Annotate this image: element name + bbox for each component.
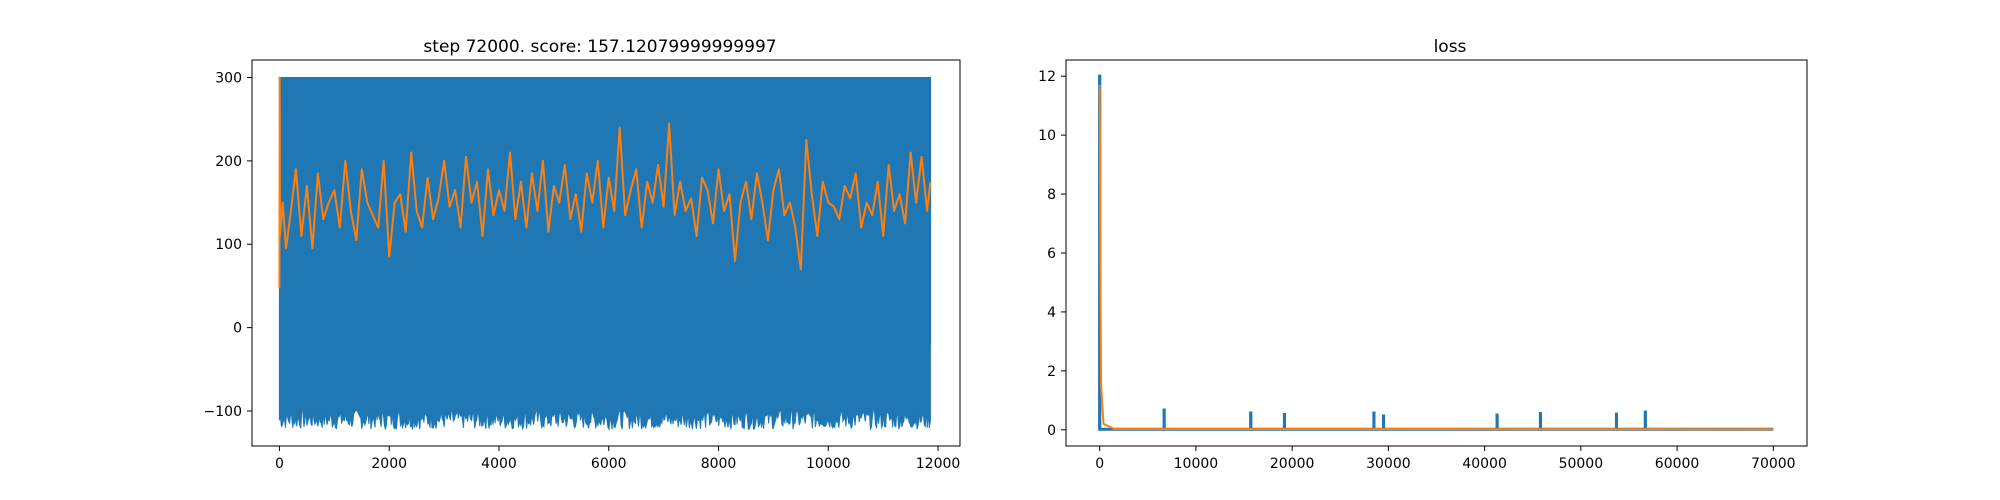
loss-axes-frame [1065,59,1808,447]
loss-x-tick-label: 70000 [1751,456,1796,472]
loss-raw-line [1098,74,1774,431]
loss-y-tick-label: 0 [1047,423,1056,439]
score-smoothed-line [278,76,932,289]
loss-plot: loss 0 10000 20000 30000 40000 50000 60000 7000… [1038,37,1808,472]
score-x-tick-label: 4000 [481,456,517,472]
score-y-tick-label: 0 [233,321,242,337]
score-x-tick-label: 8000 [701,456,737,472]
loss-x-tick-label: 0 [1095,456,1104,472]
loss-x-tick-label: 60000 [1655,456,1700,472]
score-y-tick-label: −100 [204,404,242,420]
score-series-group [278,76,932,431]
score-y-tick-label: 200 [215,154,242,170]
score-y-tick-label: 100 [215,237,242,253]
score-plot: step 72000. score: 157.12079999999997 0 2… [204,37,961,472]
score-x-tick-label: 2000 [371,456,407,472]
loss-y-tick-label: 10 [1038,128,1056,144]
score-x-tick-label: 10000 [806,456,851,472]
score-x-tick-label: 12000 [916,456,961,472]
loss-axes-group: 0 10000 20000 30000 40000 50000 60000 70000 0 2 4 6… [1038,59,1808,472]
score-y-tick-label: 300 [215,71,242,87]
loss-x-tick-label: 20000 [1270,456,1315,472]
loss-plot-title: loss [1434,37,1467,57]
score-axes-group: 0 2000 4000 6000 8000 10000 12000 −100 0 100 200 30… [204,59,961,472]
loss-y-tick-label: 2 [1047,364,1056,380]
loss-smoothed-line [1098,84,1774,431]
score-plot-title: step 72000. score: 157.12079999999997 [423,37,776,57]
score-axes-frame [251,59,961,447]
loss-y-tick-label: 4 [1047,305,1056,321]
loss-x-tick-label: 10000 [1174,456,1219,472]
loss-x-tick-label: 40000 [1462,456,1507,472]
loss-y-tick-label: 6 [1047,246,1056,262]
loss-y-tick-label: 12 [1038,69,1056,85]
loss-y-tick-label: 8 [1047,187,1056,203]
score-x-tick-label: 0 [275,456,284,472]
score-x-tick-label: 6000 [591,456,627,472]
loss-x-tick-label: 30000 [1366,456,1411,472]
score-raw-band [278,77,931,431]
loss-x-tick-label: 50000 [1559,456,1604,472]
loss-series-group [1098,74,1774,431]
